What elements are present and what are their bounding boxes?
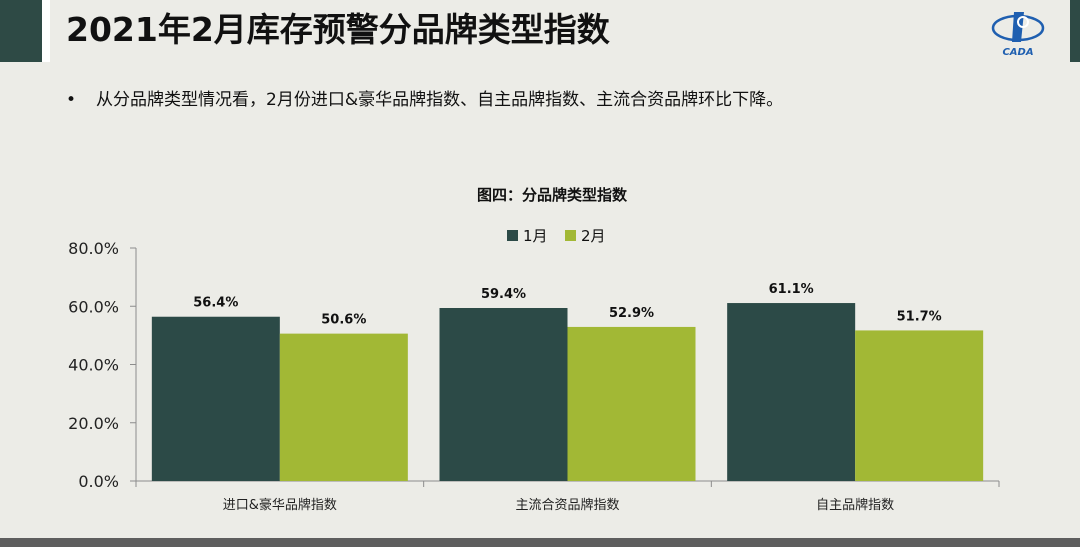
- y-tick-label: 60.0%: [68, 297, 119, 316]
- y-tick-label: 0.0%: [78, 472, 119, 491]
- data-label: 52.9%: [609, 306, 654, 321]
- bar-2-2: [567, 326, 696, 481]
- svg-text:CADA: CADA: [1002, 47, 1033, 58]
- data-label: 56.4%: [193, 296, 238, 311]
- cada-logo-icon: CADA: [991, 12, 1045, 58]
- bar-2-3: [855, 330, 984, 481]
- bar-2-1: [279, 333, 408, 481]
- legend-swatch-2: [565, 230, 576, 241]
- y-tick-label: 20.0%: [68, 414, 119, 433]
- data-label: 61.1%: [769, 282, 814, 297]
- y-tick-label: 40.0%: [68, 356, 119, 375]
- data-label: 51.7%: [897, 309, 942, 324]
- left-accent-gap: [42, 0, 50, 62]
- bar-1-1: [151, 316, 280, 481]
- legend-label-1: 1月: [523, 227, 548, 245]
- bullet-point: • 从分品牌类型情况看，2月份进口&豪华品牌指数、自主品牌指数、主流合资品牌环比下…: [66, 85, 783, 110]
- bullet-text: 从分品牌类型情况看，2月份进口&豪华品牌指数、自主品牌指数、主流合资品牌环比下降…: [96, 90, 784, 110]
- bottom-bar: [0, 538, 1080, 547]
- left-accent-bar: [0, 0, 42, 62]
- x-category-label: 主流合资品牌指数: [515, 497, 619, 513]
- x-category-label: 进口&豪华品牌指数: [223, 497, 337, 513]
- legend-swatch-1: [507, 230, 518, 241]
- legend-label-2: 2月: [581, 227, 606, 245]
- bar-1-3: [727, 303, 856, 481]
- data-label: 59.4%: [481, 287, 526, 302]
- y-tick-label: 80.0%: [68, 239, 119, 258]
- chart-title: 图四：分品牌类型指数: [477, 186, 628, 204]
- page-title: 2021年2月库存预警分品牌类型指数: [66, 10, 610, 49]
- x-category-label: 自主品牌指数: [816, 497, 894, 513]
- bullet-marker: •: [66, 90, 77, 110]
- data-label: 50.6%: [321, 313, 366, 328]
- bar-1-2: [439, 307, 568, 481]
- right-accent-bar: [1070, 0, 1080, 62]
